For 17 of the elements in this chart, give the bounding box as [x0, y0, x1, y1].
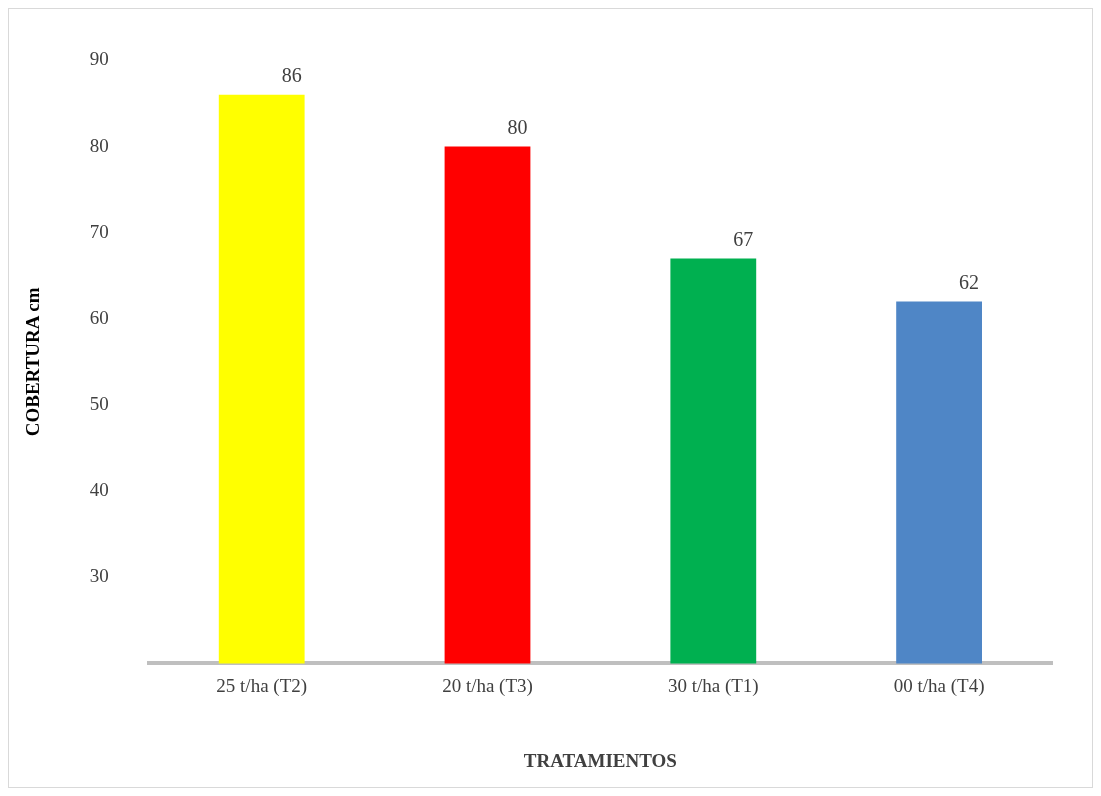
- y-tick-label: 60: [89, 306, 109, 328]
- x-tick-label: 20 t/ha (T3): [442, 674, 533, 697]
- y-tick-label: 70: [89, 220, 109, 242]
- y-tick-label: 40: [89, 479, 109, 501]
- y-axis-title: COBERTURA cm: [22, 287, 44, 437]
- data-label: 62: [959, 270, 980, 293]
- y-tick-label: 80: [89, 134, 109, 156]
- data-label: 67: [733, 227, 754, 250]
- x-axis-title: TRATAMIENTOS: [523, 749, 677, 771]
- y-tick-label: 30: [89, 565, 109, 587]
- x-tick-label: 25 t/ha (T2): [216, 674, 308, 697]
- y-tick-label: 50: [89, 392, 109, 414]
- x-tick-label: 30 t/ha (T1): [667, 674, 759, 697]
- x-tick-label: 00 t/ha (T4): [893, 674, 985, 697]
- y-tick-label: 90: [89, 48, 109, 70]
- data-label: 86: [281, 64, 302, 87]
- data-label: 80: [507, 115, 528, 138]
